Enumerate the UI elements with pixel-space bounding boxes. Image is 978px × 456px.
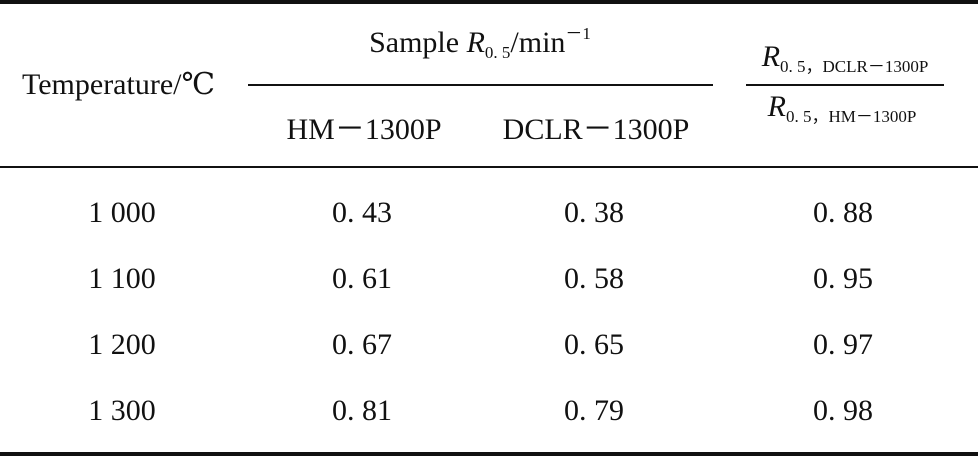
cell-hm: 0. 43 <box>332 196 392 229</box>
cell-hm: 0. 67 <box>332 328 392 361</box>
header-span-rule <box>248 84 713 86</box>
ratio-denominator-sub: 0. 5，HM－1300P <box>785 106 917 126</box>
bottom-rule <box>0 452 978 456</box>
top-rule <box>0 0 978 4</box>
ratio-denominator-R: R <box>767 90 786 123</box>
cell-dclr: 0. 65 <box>564 328 624 361</box>
cell-ratio: 0. 88 <box>813 196 873 229</box>
header-temperature: Temperature/℃ <box>22 68 216 101</box>
header-sample-R-sub: 0. 5 <box>484 42 511 62</box>
cell-dclr: 0. 58 <box>564 262 624 295</box>
cell-ratio: 0. 97 <box>813 328 873 361</box>
cell-dclr: 0. 79 <box>564 394 624 427</box>
cell-temperature: 1 200 <box>88 328 156 361</box>
cell-ratio: 0. 98 <box>813 394 873 427</box>
header-rule <box>0 166 978 168</box>
header-sample-prefix: Sample <box>369 26 467 59</box>
cell-dclr: 0. 38 <box>564 196 624 229</box>
ratio-numerator-R: R <box>761 40 781 73</box>
cell-temperature: 1 000 <box>88 196 156 229</box>
cell-hm: 0. 81 <box>332 394 392 427</box>
cell-hm: 0. 61 <box>332 262 392 295</box>
header-dclr-1300p: DCLR－1300P <box>502 113 690 146</box>
ratio-numerator: R0. 5，DCLR－1300P <box>761 40 929 75</box>
ratio-numerator-sub: 0. 5，DCLR－1300P <box>780 56 929 76</box>
header-sample-R: R <box>466 26 485 59</box>
header-hm-1300p: HM－1300P <box>286 113 442 146</box>
header-sample-sup: －1 <box>565 24 591 44</box>
cell-ratio: 0. 95 <box>813 262 873 295</box>
ratio-fraction-bar <box>746 84 944 86</box>
cell-temperature: 1 300 <box>88 394 156 427</box>
header-sample-unit: /min <box>510 26 566 59</box>
ratio-denominator: R0. 5，HM－1300P <box>767 90 917 125</box>
cell-temperature: 1 100 <box>88 262 156 295</box>
header-sample-group: Sample R0. 5/min－1 <box>369 25 591 61</box>
